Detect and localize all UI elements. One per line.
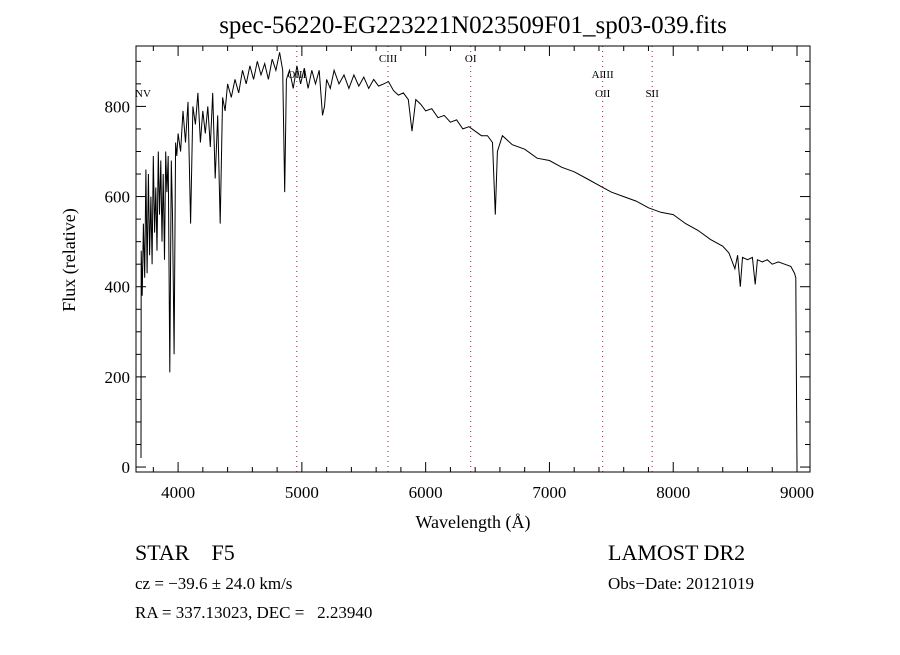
x-tick-label: 5000: [285, 483, 319, 502]
x-tick-label: 6000: [409, 483, 443, 502]
line-label-oii: OII: [595, 88, 611, 100]
x-tick-label: 4000: [161, 483, 195, 502]
y-tick-label: 800: [105, 97, 131, 116]
coordinates-label: RA = 337.13023, DEC = 2.23940: [135, 603, 373, 622]
x-tick-label: 7000: [532, 483, 566, 502]
line-label-ciii: CIII: [379, 53, 398, 65]
line-label-aliii: AlIII: [592, 69, 614, 81]
chart-title: spec-56220-EG223221N023509F01_sp03-039.f…: [219, 12, 727, 39]
line-label-nv: NV: [135, 88, 151, 100]
object-class: STAR F5: [135, 540, 235, 566]
plot-frame: [135, 45, 811, 473]
spectrum-line: [140, 52, 798, 468]
y-tick-label: 0: [122, 458, 131, 477]
class-label: STAR: [135, 540, 190, 565]
subclass-label: F5: [211, 540, 235, 565]
redshift-label: cz = −39.6 ± 24.0 km/s: [135, 574, 293, 593]
line-label-sii: SII: [645, 88, 659, 100]
x-tick-label: 8000: [656, 483, 690, 502]
y-tick-label: 400: [105, 278, 131, 297]
obs-date-label: Obs−Date: 20121019: [608, 574, 755, 593]
y-axis-label: Flux (relative): [59, 208, 80, 311]
x-axis-label: Wavelength (Å): [415, 512, 530, 533]
y-tick-label: 200: [105, 368, 131, 387]
line-label-oi: OI: [465, 53, 477, 65]
y-tick-label: 600: [105, 188, 131, 207]
survey-label: LAMOST DR2: [608, 540, 746, 565]
x-tick-label: 9000: [780, 483, 814, 502]
